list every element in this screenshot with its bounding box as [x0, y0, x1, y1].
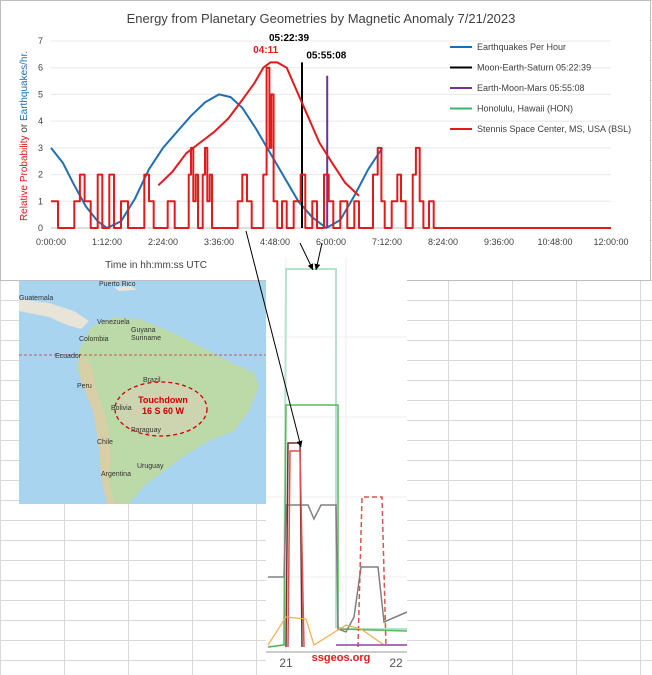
y-tick-label: 3 — [38, 143, 43, 153]
legend-entry: Honolulu, Hawaii (HON) — [477, 104, 573, 114]
y-label-part1: Relative Probability — [19, 135, 30, 221]
map-country-label: Peru — [77, 383, 92, 390]
annotation-label: 05:22:39 — [269, 33, 309, 44]
x-tick-label: 7:12:00 — [372, 237, 402, 247]
series-line-6 — [51, 66, 611, 229]
x-tick-label: 9:36:00 — [484, 237, 514, 247]
inset-x-label-21: 21 — [279, 656, 293, 670]
watermark: ssgeos.org — [312, 652, 371, 664]
map-country-label: Paraguay — [131, 427, 161, 434]
map-country-label: Argentina — [101, 471, 131, 478]
y-tick-label: 1 — [38, 196, 43, 206]
map-country-label: Brazil — [143, 377, 161, 384]
inset-x-label-22: 22 — [389, 656, 403, 670]
y-tick-label: 5 — [38, 89, 43, 99]
y-axis-label: Relative Probability or Earthquakes/hr. — [19, 51, 30, 221]
map-country-label: Uruguay — [137, 463, 164, 470]
x-tick-label: 1:12:00 — [92, 237, 122, 247]
inset-line-green — [267, 404, 407, 648]
map-country-label: Colombia — [79, 336, 109, 343]
touchdown-label-line1: Touchdown — [138, 395, 188, 405]
y-label-part3: Earthquakes/hr. — [19, 51, 30, 121]
y-tick-label: 2 — [38, 170, 43, 180]
legend: Earthquakes Per Hour Moon-Earth-Saturn 05… — [450, 42, 631, 134]
x-tick-label: 6:00:00 — [316, 237, 346, 247]
inset-line-dashed-red — [357, 496, 387, 648]
andes-region — [79, 351, 115, 504]
y-label-part2: or — [19, 121, 30, 135]
map-country-label: Guatemala — [19, 295, 54, 302]
south-america-land — [77, 317, 259, 504]
y-tick-label: 0 — [38, 223, 43, 233]
magnetometer-inset: 21 22 ssgeos.org — [266, 257, 407, 675]
touchdown-label-line2: 16 S 60 W — [141, 406, 185, 416]
chart-svg: Energy from Planetary Geometries by Magn… — [19, 11, 631, 271]
y-tick-label: 7 — [38, 36, 43, 46]
caribbean-island — [114, 286, 137, 291]
x-tick-label: 3:36:00 — [204, 237, 234, 247]
map-country-label: Ecuador — [55, 353, 82, 360]
map-country-label: Venezuela — [97, 319, 130, 326]
legend-entry: Stennis Space Center, MS, USA (BSL) — [477, 124, 631, 134]
map-land-svg — [19, 286, 282, 504]
x-tick-label: 10:48:00 — [537, 237, 572, 247]
annotation-label: 04:11 — [253, 45, 278, 56]
annotation-label: 05:55:08 — [306, 50, 346, 61]
x-axis-label: Time in hh:mm:ss UTC — [105, 260, 207, 271]
x-tick-label: 4:48:00 — [260, 237, 290, 247]
touchdown-label: Touchdown 16 S 60 W — [135, 395, 191, 417]
map-country-label: Bolivia — [111, 405, 132, 412]
inset-svg: 21 22 ssgeos.org — [266, 257, 407, 670]
central-america-land — [19, 299, 89, 329]
x-tick-label: 2:24:00 — [148, 237, 178, 247]
map-country-label: Puerto Rico — [99, 281, 136, 288]
x-tick-label: 12:00:00 — [593, 237, 628, 247]
map-country-label: Guyana — [131, 327, 156, 334]
map-panel: Puerto Rico Guatemala Venezuela Guyana Surin… — [19, 281, 282, 504]
legend-entry: Moon-Earth-Saturn 05:22:39 — [477, 63, 591, 73]
inset-line-orange — [267, 616, 407, 646]
x-tick-label: 0:00:00 — [36, 237, 66, 247]
touchdown-circle — [114, 381, 208, 437]
y-tick-label: 4 — [38, 116, 43, 126]
series-line-5 — [157, 61, 360, 197]
inset-line-red — [287, 450, 305, 648]
legend-entry: Earth-Moon-Mars 05:55:08 — [477, 83, 585, 93]
y-tick-label: 6 — [38, 63, 43, 73]
legend-entry: Earthquakes Per Hour — [477, 42, 566, 52]
x-tick-label: 8:24:00 — [428, 237, 458, 247]
chart-title: Energy from Planetary Geometries by Magn… — [127, 11, 516, 26]
map-country-label: Chile — [97, 439, 113, 446]
chart-panel: Energy from Planetary Geometries by Magn… — [0, 0, 651, 281]
map-country-label: Suriname — [131, 335, 161, 342]
